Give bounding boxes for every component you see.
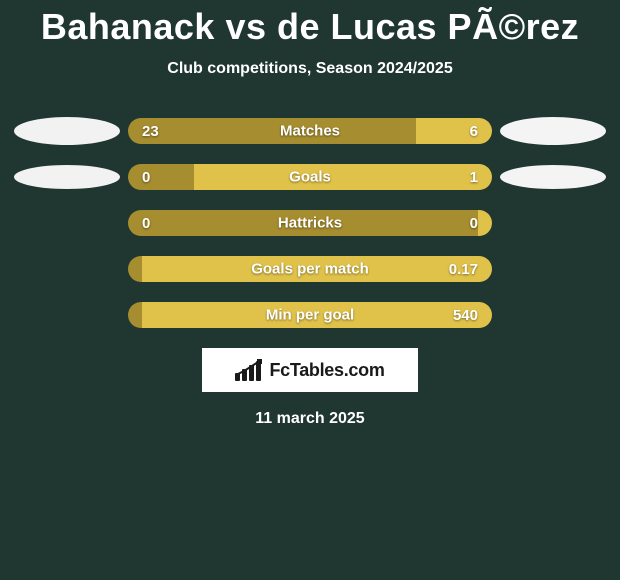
stat-value-right: 1 [470,169,478,186]
right-avatar-cell [492,117,614,145]
page-title: Bahanack vs de Lucas PÃ©rez [0,6,620,48]
stat-bar-right: 1 [194,164,492,190]
right-avatar-cell [492,165,614,189]
comparison-card: Bahanack vs de Lucas PÃ©rez Club competi… [0,0,620,428]
bar-chart-icon [235,359,263,381]
date-label: 11 march 2025 [0,410,620,428]
stat-bar-left [128,256,142,282]
stat-bar: 540 Min per goal [128,302,492,328]
stat-bar: 0 1 Goals [128,164,492,190]
stat-label: Hattricks [278,215,342,232]
stat-value-right: 0 [470,215,478,232]
stat-bar-right: 0 [478,210,492,236]
stat-label: Matches [280,123,340,140]
stat-value-left: 0 [142,169,150,186]
stat-bar-left: 0 [128,164,194,190]
left-avatar-cell [6,165,128,189]
stat-bar: 0.17 Goals per match [128,256,492,282]
stat-row: 0 1 Goals [6,164,614,190]
player-left-avatar [14,117,120,145]
stat-bar-left [128,302,142,328]
stat-value-left: 23 [142,123,159,140]
stat-row: 00Hattricks [6,210,614,236]
stat-value-right: 6 [470,123,478,140]
stat-value-right: 0.17 [449,261,478,278]
stat-value-left: 0 [142,215,150,232]
stat-label: Min per goal [266,307,354,324]
logo-text: FcTables.com [269,360,384,381]
stat-bar-left: 23 [128,118,416,144]
stat-bar-right: 6 [416,118,492,144]
stat-bar: 00Hattricks [128,210,492,236]
player-left-avatar [14,165,120,189]
stat-label: Goals [289,169,331,186]
player-right-avatar [500,117,606,145]
stat-row: 540 Min per goal [6,302,614,328]
stat-value-right: 540 [453,307,478,324]
subtitle: Club competitions, Season 2024/2025 [0,60,620,78]
stats-list: 236Matches01Goals00Hattricks0.17Goals pe… [0,118,620,328]
player-right-avatar [500,165,606,189]
stat-bar: 23 6 Matches [128,118,492,144]
source-logo[interactable]: FcTables.com [202,348,418,392]
stat-row: 0.17 Goals per match [6,256,614,282]
stat-row: 23 6 Matches [6,118,614,144]
stat-label: Goals per match [251,261,369,278]
left-avatar-cell [6,117,128,145]
